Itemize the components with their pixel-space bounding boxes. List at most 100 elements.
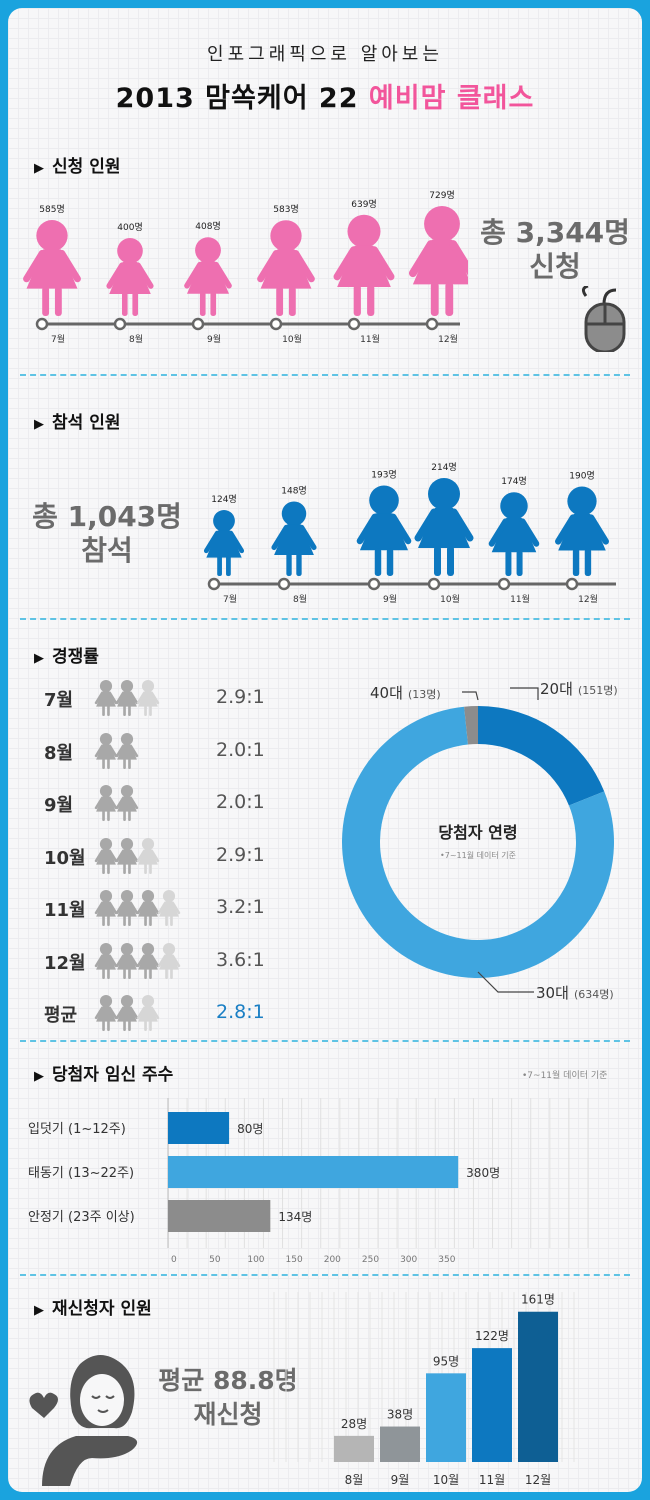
section-divider <box>20 1274 630 1276</box>
competition-figure <box>115 732 139 769</box>
bar-value-label: 161명 <box>521 1293 555 1307</box>
leader-line <box>510 687 539 700</box>
competition-figure-group <box>94 995 160 1031</box>
donut-center-title: 당첨자 연령 <box>438 823 517 842</box>
timeline-node <box>497 577 511 591</box>
donut-label-20s-count: (151명) <box>578 684 618 697</box>
figure-value-label: 583명 <box>273 204 298 215</box>
competition-figure-group <box>94 680 160 716</box>
figure-value-label: 190명 <box>569 471 594 482</box>
triangle-icon: ▶ <box>34 651 44 666</box>
leader-line <box>477 971 534 993</box>
bar-mark <box>518 1311 558 1462</box>
timeline-node <box>277 577 291 591</box>
competition-ratio-value: 2.9:1 <box>216 843 265 866</box>
month-tick-label: 11월 <box>510 593 530 605</box>
figure-value-label: 400명 <box>117 222 142 233</box>
competition-title-text: 경쟁률 <box>52 647 99 667</box>
figure-mark <box>414 478 474 576</box>
figure-mark <box>333 214 395 316</box>
competition-figure <box>94 995 118 1031</box>
applicants-total-text: 총 3,344명 <box>480 216 630 249</box>
month-tick-label: 9월 <box>207 333 221 345</box>
x-tick-label: 350 <box>438 1255 455 1264</box>
bar-mark <box>168 1112 230 1144</box>
x-tick-label: 50 <box>209 1255 221 1264</box>
competition-row-label: 12월 <box>44 952 86 974</box>
donut-label-40s-count: (13명) <box>408 688 441 701</box>
figure-value-label: 214명 <box>431 462 456 473</box>
reapply-section-title: ▶ 재신청자 인원 <box>34 1294 152 1319</box>
month-tick-label: 12월 <box>438 333 458 345</box>
competition-ratio-value: 2.0:1 <box>216 738 265 761</box>
bar-mark <box>380 1426 420 1462</box>
month-tick-label: 9월 <box>391 1473 410 1487</box>
month-tick-label: 8월 <box>129 333 143 345</box>
competition-ratio-value: 2.0:1 <box>216 791 265 813</box>
header-title-main: 2013 맘쏙케어 22 <box>115 83 359 114</box>
applicants-total: 총 3,344명 신청 <box>470 216 640 284</box>
month-tick-label: 12월 <box>578 593 598 605</box>
figure-value-label: 193명 <box>371 469 396 480</box>
competition-figure <box>94 680 118 716</box>
timeline-node <box>367 577 381 591</box>
reapply-bar-chart: 28명 8월 38명 9월 95명 10월 122명 11월 161명 12월 <box>273 1292 575 1487</box>
bar-value-label: 134명 <box>278 1210 312 1224</box>
competition-ratio-value: 2.9:1 <box>216 686 265 708</box>
donut-label-40s-name: 40대 <box>370 684 403 702</box>
competition-figure <box>94 732 118 769</box>
figure-mark <box>271 501 317 576</box>
month-tick-label: 9월 <box>383 593 397 605</box>
timeline-node <box>425 317 439 331</box>
competition-row-label: 11월 <box>44 900 86 921</box>
attendees-total-suffix: 참석 <box>81 534 133 567</box>
figure-mark <box>408 206 468 316</box>
triangle-icon: ▶ <box>34 1303 44 1318</box>
age-donut-chart: 당첨자 연령 •7~11월 데이터 기준 20대 (151명) 30대 (634명) 40대… <box>342 680 618 1002</box>
applicants-title-text: 신청 인원 <box>52 157 121 177</box>
month-tick-label: 11월 <box>360 333 380 345</box>
competition-row-label: 10월 <box>44 847 86 869</box>
section-divider <box>20 618 630 620</box>
figure-mark <box>257 220 315 316</box>
competition-figure <box>94 942 118 979</box>
bar-category-label: 입덧기 (1~12주) <box>28 1122 126 1137</box>
competition-row: 7월 2.9:1 <box>8 676 308 720</box>
bar-mark <box>168 1200 271 1232</box>
timeline-node <box>347 317 361 331</box>
figure-mark <box>488 492 540 576</box>
competition-figure <box>115 837 139 874</box>
competition-row: 평균 2.8:1 <box>8 991 308 1035</box>
competition-figure <box>136 890 160 926</box>
competition-row-label: 8월 <box>44 742 74 764</box>
figure-mark <box>203 510 245 576</box>
figure-mark <box>23 220 81 316</box>
leader-line <box>462 691 479 701</box>
competition-figure <box>157 890 181 926</box>
attendees-figure-chart: 124명 7월 148명 8월 193명 9월 214명 10월 174명 11월 190명 12월 <box>203 462 616 605</box>
timeline-node <box>113 317 127 331</box>
header-subtitle: 인포그래픽으로 알아보는 <box>207 44 443 65</box>
figure-mark <box>106 238 154 316</box>
competition-row-label: 7월 <box>44 690 74 711</box>
bar-value-label: 95명 <box>433 1354 459 1368</box>
figure-mark <box>356 485 412 576</box>
timeline-node <box>565 577 579 591</box>
donut-label-20s-name: 20대 <box>540 680 573 698</box>
attendees-section-title: ▶ 참석 인원 <box>34 408 120 433</box>
donut-center-note: •7~11월 데이터 기준 <box>440 850 516 860</box>
figure-value-label: 174명 <box>501 476 526 487</box>
competition-ratio-value: 3.2:1 <box>216 896 265 918</box>
figure-value-label: 639명 <box>351 199 376 210</box>
competition-row: 10월 2.9:1 <box>8 834 308 878</box>
x-tick-label: 200 <box>324 1255 341 1264</box>
competition-figure <box>115 785 139 821</box>
timeline-node <box>269 317 283 331</box>
competition-figure <box>94 837 118 874</box>
month-tick-label: 10월 <box>282 333 302 345</box>
bar-mark <box>426 1373 466 1462</box>
month-tick-label: 12월 <box>525 1473 551 1487</box>
month-tick-label: 7월 <box>223 593 237 605</box>
attendees-total-text: 총 1,043명 <box>32 500 182 533</box>
